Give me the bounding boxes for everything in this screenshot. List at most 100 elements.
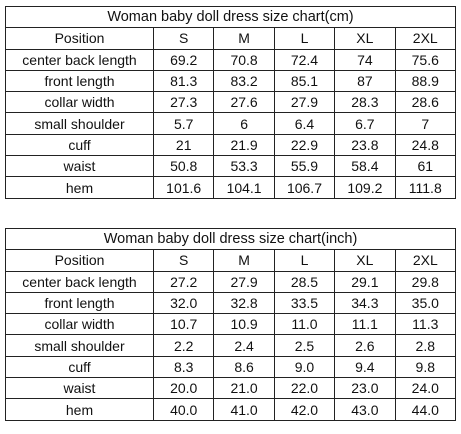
row-value: 109.2	[334, 176, 396, 199]
row-label: hem	[5, 398, 154, 421]
row-value: 101.6	[152, 176, 215, 199]
row-value: 5.7	[152, 112, 215, 135]
row-value: 2.4	[213, 334, 275, 357]
row-value: 72.4	[273, 48, 336, 71]
table-row: collar width 27.3 27.6 27.9 28.3 28.6	[5, 91, 456, 114]
row-value: 27.9	[213, 270, 275, 293]
row-label: cuff	[5, 355, 154, 379]
row-value: 6.7	[334, 112, 396, 135]
row-value: 9.4	[334, 355, 396, 379]
table-header-row: Position S M L XL 2XL	[5, 249, 457, 272]
row-value: 23.8	[334, 133, 396, 157]
row-value: 44.0	[394, 398, 457, 421]
header-size-s: S	[152, 27, 215, 50]
row-label: waist	[5, 155, 154, 178]
row-label: front length	[5, 291, 154, 315]
header-size-l: L	[273, 27, 336, 50]
row-value: 11.1	[334, 313, 396, 336]
row-value: 28.3	[334, 91, 396, 114]
header-size-2xl: 2XL	[394, 249, 457, 272]
table-title: Woman baby doll dress size chart(cm)	[5, 5, 456, 29]
row-value: 81.3	[152, 69, 215, 93]
row-label: waist	[5, 377, 154, 400]
row-value: 111.8	[394, 176, 456, 199]
row-value: 53.3	[213, 155, 275, 178]
row-value: 2.8	[394, 334, 457, 357]
table-row: waist 50.8 53.3 55.9 58.4 61	[5, 155, 456, 178]
row-value: 23.0	[334, 377, 396, 400]
row-value: 22.9	[273, 133, 336, 157]
row-value: 85.1	[273, 69, 336, 93]
table-row: small shoulder 5.7 6 6.4 6.7 7	[5, 112, 456, 135]
row-value: 75.6	[394, 48, 456, 71]
row-label: front length	[5, 69, 154, 93]
row-value: 6	[213, 112, 275, 135]
row-value: 21	[152, 133, 215, 157]
row-label: hem	[5, 176, 154, 199]
row-value: 55.9	[273, 155, 336, 178]
row-label: collar width	[5, 91, 154, 114]
table-row: collar width 10.7 10.9 11.0 11.1 11.3	[5, 313, 457, 336]
row-value: 11.0	[273, 313, 336, 336]
row-value: 27.3	[152, 91, 215, 114]
row-value: 43.0	[334, 398, 396, 421]
row-value: 8.3	[152, 355, 215, 379]
table-header-row: Position S M L XL 2XL	[5, 27, 456, 50]
size-chart-body-cm: Woman baby doll dress size chart(cm) Posi…	[5, 5, 456, 199]
size-chart-body-inch: Woman baby doll dress size chart(inch) Po…	[4, 227, 457, 421]
row-value: 32.8	[213, 291, 275, 315]
table-row: cuff 8.3 8.6 9.0 9.4 9.8	[5, 355, 457, 379]
row-value: 50.8	[152, 155, 215, 178]
row-value: 2.2	[152, 334, 215, 357]
row-value: 33.5	[273, 291, 336, 315]
row-value: 8.6	[213, 355, 275, 379]
row-value: 83.2	[213, 69, 275, 93]
table-row: front length 81.3 83.2 85.1 87 88.9	[5, 69, 456, 93]
row-value: 10.7	[152, 313, 215, 336]
row-value: 6.4	[273, 112, 336, 135]
table-row: center back length 27.2 27.9 28.5 29.1 29.8	[5, 270, 457, 293]
row-value: 69.2	[152, 48, 215, 71]
row-value: 29.1	[334, 270, 396, 293]
row-value: 29.8	[394, 270, 457, 293]
size-chart-table-cm: Woman baby doll dress size chart(cm) Posi…	[5, 5, 456, 199]
row-label: small shoulder	[5, 112, 154, 135]
row-value: 27.9	[273, 91, 336, 114]
row-value: 40.0	[152, 398, 215, 421]
row-value: 24.8	[394, 133, 456, 157]
row-value: 21.9	[213, 133, 275, 157]
row-value: 34.3	[334, 291, 396, 315]
row-label: collar width	[5, 313, 154, 336]
row-label: small shoulder	[5, 334, 154, 357]
header-size-l: L	[273, 249, 336, 272]
header-position: Position	[5, 27, 154, 50]
row-value: 41.0	[213, 398, 275, 421]
row-value: 88.9	[394, 69, 456, 93]
header-position: Position	[5, 249, 154, 272]
row-value: 42.0	[273, 398, 336, 421]
row-value: 20.0	[152, 377, 215, 400]
row-value: 35.0	[394, 291, 457, 315]
row-value: 10.9	[213, 313, 275, 336]
row-value: 24.0	[394, 377, 457, 400]
row-value: 7	[394, 112, 456, 135]
table-row: front length 32.0 32.8 33.5 34.3 35.0	[5, 291, 457, 315]
row-value: 58.4	[334, 155, 396, 178]
row-value: 106.7	[273, 176, 336, 199]
row-value: 21.0	[213, 377, 275, 400]
row-value: 70.8	[213, 48, 275, 71]
table-row: cuff 21 21.9 22.9 23.8 24.8	[5, 133, 456, 157]
table-row: center back length 69.2 70.8 72.4 74 75.6	[5, 48, 456, 71]
row-value: 27.2	[152, 270, 215, 293]
header-size-xl: XL	[334, 27, 396, 50]
row-label: center back length	[5, 270, 154, 293]
size-chart-table-inch: Woman baby doll dress size chart(inch) Po…	[4, 227, 457, 421]
row-value: 22.0	[273, 377, 336, 400]
table-title-row: Woman baby doll dress size chart(inch)	[4, 227, 457, 251]
header-size-2xl: 2XL	[394, 27, 456, 50]
header-size-m: M	[213, 249, 275, 272]
row-label: cuff	[5, 133, 154, 157]
table-row: small shoulder 2.2 2.4 2.5 2.6 2.8	[5, 334, 457, 357]
table-title: Woman baby doll dress size chart(inch)	[4, 227, 457, 251]
header-size-m: M	[213, 27, 275, 50]
